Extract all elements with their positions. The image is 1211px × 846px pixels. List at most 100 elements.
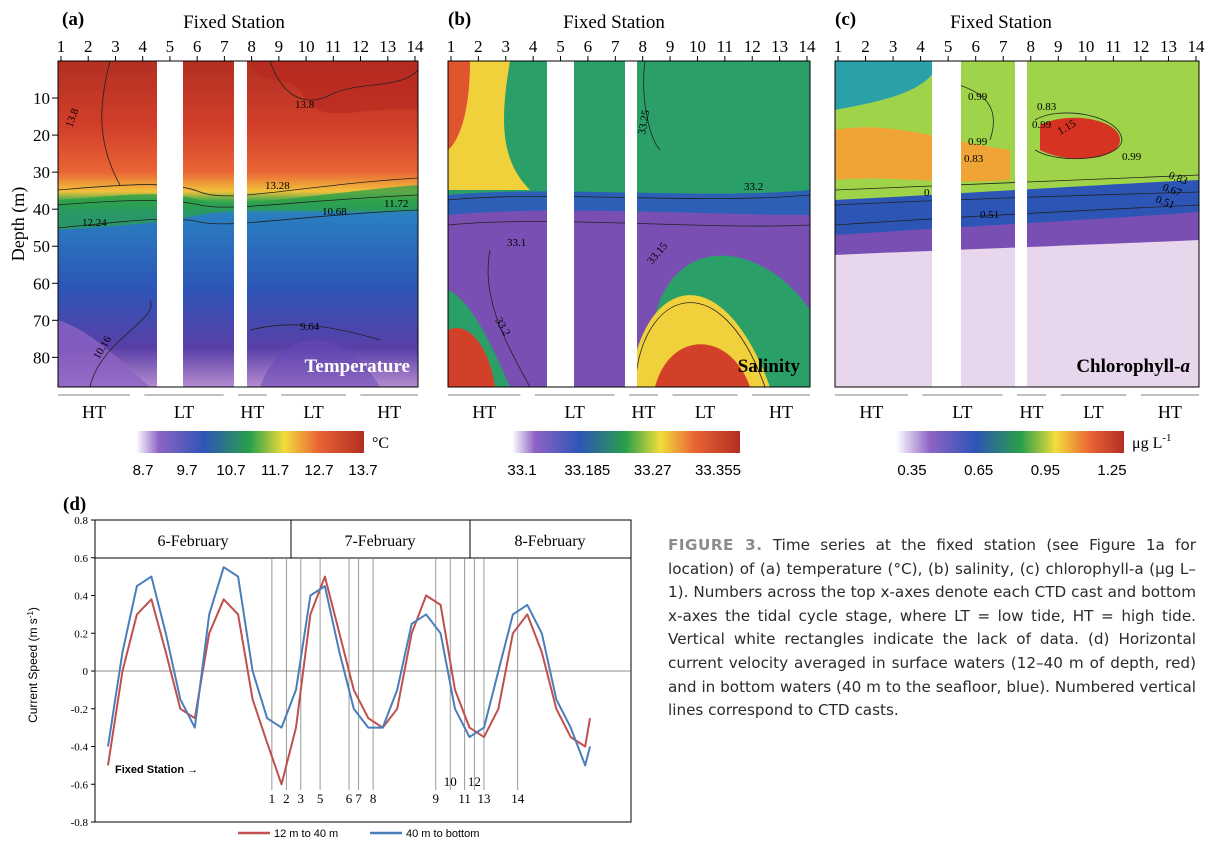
cast-number: 1	[834, 37, 843, 56]
cast-number: 1	[447, 37, 456, 56]
panel-frame	[447, 60, 811, 388]
variable-label: Temperature	[304, 356, 410, 377]
cast-number: 3	[889, 37, 898, 56]
panel-frame	[834, 60, 1200, 388]
y-tick-label: -0.4	[71, 742, 89, 754]
cast-label: 13	[477, 791, 490, 806]
chl-surface-blue	[835, 61, 940, 110]
tide-stage-axis: HT LT HT LT HT	[448, 394, 810, 422]
cast-number: 10	[689, 37, 706, 56]
contour-label: 0.99	[968, 91, 988, 103]
contour-label: 10.68	[322, 206, 347, 218]
colorbar-tick: 9.7	[177, 462, 198, 479]
cast-number: 3	[502, 37, 511, 56]
tide-stage-label: LT	[952, 402, 972, 422]
colorbar-unit: μg L-1	[1132, 432, 1172, 452]
depth-tick-label: 30	[33, 163, 50, 182]
legend-label: 40 m to bottom	[406, 828, 479, 840]
cast-number: 8	[247, 37, 256, 56]
tide-stage-label: HT	[377, 402, 401, 422]
depth-tick-label: 10	[33, 89, 50, 108]
tide-stage-label: HT	[472, 402, 496, 422]
date-label: 7-February	[344, 533, 415, 550]
panel-frame	[57, 60, 419, 388]
fixed-station-label: Fixed Station →	[115, 764, 198, 776]
y-tick-label: 0.6	[74, 553, 88, 565]
surface-blue-band	[448, 61, 530, 190]
cast-number: 12	[1132, 37, 1149, 56]
colorbar-tick: 12.7	[304, 462, 333, 479]
contour-label: 9.64	[300, 321, 320, 333]
depth-axis: 10 20 30 40 50 60 70 80	[33, 89, 58, 367]
variable-label-italic: a	[1181, 356, 1191, 377]
tide-stage-label: HT	[859, 402, 883, 422]
colorbar-ticks: 8.7 9.7 10.7 11.7 12.7 13.7	[133, 462, 378, 479]
cast-label: 5	[317, 791, 324, 806]
cast-number: 9	[1054, 37, 1063, 56]
cast-number: 13	[1160, 37, 1177, 56]
panel-c-chlorophyll: (c) Fixed Station 1 2 3 4 5 6 7 8 9 10 11 12 13 14 0.…	[834, 9, 1206, 479]
contour-label: 0.83	[964, 153, 984, 165]
panel-letter: (b)	[448, 9, 471, 30]
cast-number: 6	[971, 37, 980, 56]
variable-label-main: Chlorophyll-	[1076, 356, 1180, 377]
chl-core	[1040, 117, 1120, 159]
cold-bottom-core-right	[260, 340, 380, 387]
cast-number: 9	[666, 37, 675, 56]
y-tick-label: 0.8	[74, 515, 88, 527]
colorbar	[896, 431, 1124, 453]
contour-label: 11.72	[384, 198, 408, 210]
tide-stage-label: HT	[769, 402, 793, 422]
contour-label: 0.99	[1122, 151, 1142, 163]
legend-label: 12 m to 40 m	[274, 828, 338, 840]
colorbar-tick: 33.27	[634, 462, 672, 479]
tide-stage-label: LT	[303, 402, 323, 422]
cast-label: 6	[346, 791, 353, 806]
cast-number: 14	[1188, 37, 1206, 56]
depth-tick-label: 50	[33, 237, 50, 256]
cast-number: 11	[717, 37, 733, 56]
contour-label: 0.83	[1037, 101, 1057, 113]
cast-number: 11	[325, 37, 341, 56]
cast-number: 1	[57, 37, 66, 56]
colorbar	[512, 431, 740, 453]
contour-label: 0.99	[1032, 119, 1052, 131]
salinity-left-warm	[448, 61, 470, 150]
missing-data-cast-5	[157, 61, 183, 387]
contour-label: 33.1	[507, 237, 526, 249]
y-tick-label: -0.8	[71, 817, 89, 829]
y-axis-label-main: Current Speed (m s	[26, 618, 40, 723]
cast-number: 10	[298, 37, 315, 56]
colorbar-ticks: 0.35 0.65 0.95 1.25	[897, 462, 1126, 479]
y-axis-label: Depth (m)	[8, 187, 29, 261]
tide-stage-label: HT	[240, 402, 264, 422]
tide-stage-axis: HT LT HT LT HT	[58, 394, 418, 422]
cast-number: 8	[1027, 37, 1036, 56]
contour-label: 12.24	[82, 217, 107, 229]
y-axis-label-close: )	[26, 607, 40, 611]
series-line	[107, 575, 591, 786]
cast-label: 9	[433, 791, 440, 806]
contour-label: 33.25	[636, 109, 652, 136]
tide-stage-axis: HT LT HT LT HT	[835, 394, 1199, 422]
cast-lines	[271, 558, 519, 790]
cast-number: 4	[529, 37, 538, 56]
panel-d-current-speed: (d) 0.8 0.6 0.4 0.2 0 -0.2 -0.4 -0.6 -0.8 Curren…	[26, 494, 632, 840]
cast-label: 7	[355, 791, 362, 806]
panel-letter: (c)	[835, 9, 856, 30]
cast-label: 11	[458, 791, 471, 806]
contour-label: 0.99	[968, 136, 988, 148]
cast-number: 8	[638, 37, 647, 56]
depth-tick-label: 40	[33, 200, 50, 219]
missing-data-cast-5	[547, 61, 574, 387]
contour-label: 13.8	[295, 99, 315, 111]
colorbar-tick: 11.7	[261, 462, 289, 479]
cast-number: 7	[999, 37, 1008, 56]
cast-label: 2	[283, 791, 290, 806]
depth-tick-label: 70	[33, 311, 50, 330]
series-line	[107, 566, 591, 767]
colorbar-tick: 1.25	[1097, 462, 1126, 479]
contour-label: 0	[924, 187, 930, 199]
colorbar-tick: 33.185	[564, 462, 610, 479]
y-tick-label: 0	[83, 666, 89, 678]
